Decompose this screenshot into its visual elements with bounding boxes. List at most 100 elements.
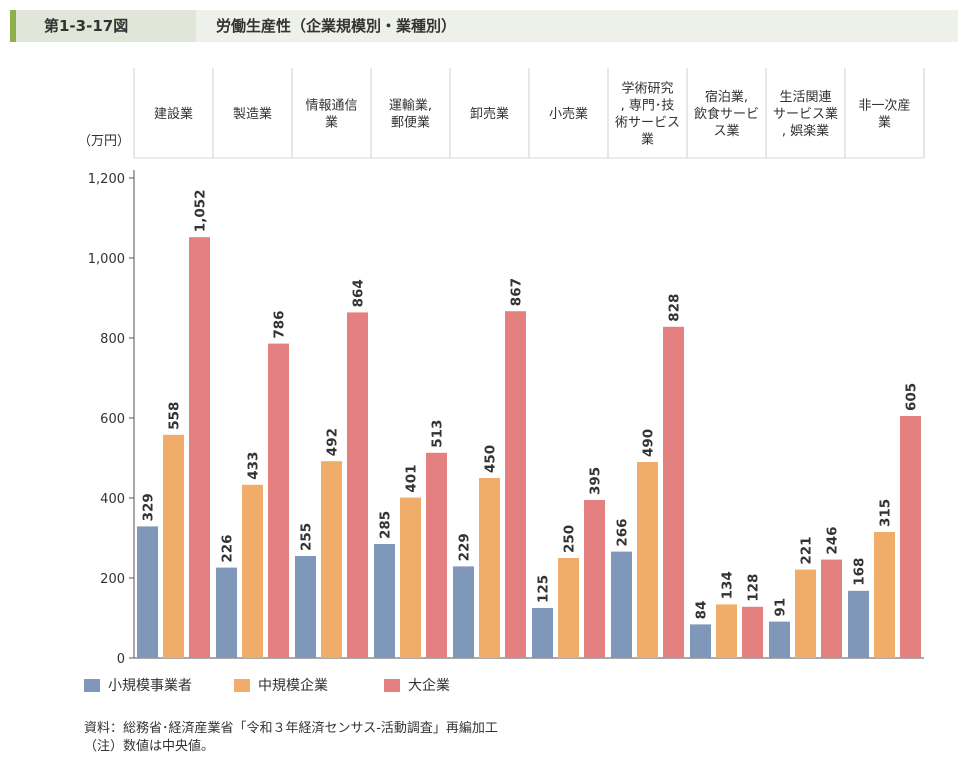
figure-header: 第1-3-17図 労働生産性（企業規模別・業種別） bbox=[10, 10, 958, 42]
data-label: 828 bbox=[667, 294, 683, 322]
y-tick-label: 1,000 bbox=[88, 252, 125, 267]
data-label: 134 bbox=[720, 571, 736, 599]
data-label: 255 bbox=[299, 523, 315, 551]
y-tick-label: 400 bbox=[100, 492, 125, 507]
bar bbox=[532, 608, 553, 658]
y-tick-label: 600 bbox=[100, 412, 125, 427]
data-label: 315 bbox=[878, 499, 894, 527]
y-tick-label: 1,200 bbox=[88, 172, 125, 187]
data-label: 84 bbox=[694, 601, 710, 620]
source-note: 資料：総務省･経済産業省「令和３年経済センサス-活動調査」再編加工 （注）数値は… bbox=[84, 720, 498, 756]
bar bbox=[821, 559, 842, 658]
header-accent-bar bbox=[10, 10, 16, 42]
category-label: 非一次産 bbox=[858, 98, 910, 114]
data-label: 1,052 bbox=[193, 189, 209, 232]
category-label: 学術研究 bbox=[621, 81, 673, 97]
bar bbox=[742, 606, 763, 658]
category-label: 宿泊業, bbox=[705, 89, 748, 105]
bar bbox=[795, 569, 816, 658]
category-label: , 専門･技 bbox=[621, 99, 675, 114]
bar bbox=[347, 312, 368, 658]
data-label: 786 bbox=[272, 310, 288, 338]
bar bbox=[637, 462, 658, 658]
legend-swatch-small bbox=[84, 678, 100, 692]
bar bbox=[769, 621, 790, 658]
category-label: 業 bbox=[325, 115, 338, 131]
data-label: 168 bbox=[852, 558, 868, 586]
y-tick-label: 200 bbox=[100, 572, 125, 587]
y-axis-label: （万円） bbox=[78, 134, 130, 149]
category-label: 建設業 bbox=[154, 106, 193, 122]
bar bbox=[716, 604, 737, 658]
data-label: 558 bbox=[167, 402, 183, 430]
bar bbox=[163, 434, 184, 658]
data-label: 266 bbox=[615, 518, 631, 546]
category-label: 小売業 bbox=[549, 106, 588, 122]
data-label: 329 bbox=[141, 493, 157, 521]
data-label: 513 bbox=[430, 420, 446, 448]
data-label: 864 bbox=[351, 279, 367, 307]
data-label: 246 bbox=[825, 526, 841, 554]
bar bbox=[900, 416, 921, 658]
legend-item-small: 小規模事業者 bbox=[84, 676, 192, 696]
data-label: 867 bbox=[509, 278, 525, 306]
bar bbox=[874, 532, 895, 658]
bar bbox=[321, 461, 342, 658]
data-label: 250 bbox=[562, 525, 578, 553]
note-line: （注）数値は中央値。 bbox=[84, 739, 215, 754]
bar bbox=[400, 497, 421, 658]
bar bbox=[848, 590, 869, 658]
bar bbox=[268, 343, 289, 658]
category-label: 業 bbox=[641, 132, 654, 148]
data-label: 605 bbox=[904, 383, 920, 411]
legend-item-large: 大企業 bbox=[384, 676, 450, 696]
bar bbox=[558, 558, 579, 658]
category-label: 製造業 bbox=[233, 106, 272, 122]
data-label: 91 bbox=[773, 598, 789, 617]
category-label: 郵便業 bbox=[391, 115, 430, 131]
legend-item-medium: 中規模企業 bbox=[234, 676, 328, 696]
data-label: 401 bbox=[404, 464, 420, 492]
bar bbox=[137, 526, 158, 658]
category-label: サービス業 bbox=[773, 106, 838, 122]
category-label: 業 bbox=[878, 115, 891, 131]
y-tick-label: 0 bbox=[117, 652, 125, 667]
data-label: 285 bbox=[378, 511, 394, 539]
bar bbox=[189, 237, 210, 658]
category-label: 飲食サービ bbox=[694, 106, 759, 122]
legend-swatch-medium bbox=[234, 678, 250, 692]
data-label: 490 bbox=[641, 429, 657, 457]
bar bbox=[242, 484, 263, 658]
category-label: 運輸業, bbox=[389, 98, 432, 114]
data-label: 492 bbox=[325, 428, 341, 456]
bar bbox=[216, 567, 237, 658]
legend-label-small: 小規模事業者 bbox=[108, 678, 192, 694]
category-label: 生活関連 bbox=[779, 90, 831, 105]
category-label: 情報通信 bbox=[305, 99, 357, 114]
bar bbox=[663, 326, 684, 658]
bar bbox=[479, 478, 500, 658]
bar bbox=[611, 551, 632, 658]
data-label: 395 bbox=[588, 467, 604, 495]
data-label: 128 bbox=[746, 574, 762, 602]
legend-label-medium: 中規模企業 bbox=[258, 678, 328, 694]
legend-swatch-large bbox=[384, 678, 400, 692]
bar bbox=[584, 500, 605, 658]
bar bbox=[690, 624, 711, 658]
figure-number: 第1-3-17図 bbox=[16, 10, 196, 42]
figure-title: 労働生産性（企業規模別・業種別） bbox=[216, 17, 457, 35]
data-label: 450 bbox=[483, 445, 499, 473]
bar bbox=[505, 311, 526, 658]
y-tick-label: 800 bbox=[100, 332, 125, 347]
data-label: 125 bbox=[536, 575, 552, 603]
category-label: , 娯楽業 bbox=[782, 123, 829, 139]
data-label: 226 bbox=[220, 534, 236, 562]
data-label: 433 bbox=[246, 452, 262, 480]
data-label: 229 bbox=[457, 533, 473, 561]
source-line: 資料：総務省･経済産業省「令和３年経済センサス-活動調査」再編加工 bbox=[84, 721, 498, 736]
bar bbox=[453, 566, 474, 658]
legend-label-large: 大企業 bbox=[408, 678, 450, 694]
category-label: 術サービス bbox=[615, 116, 680, 131]
bar bbox=[374, 544, 395, 658]
bar bbox=[426, 452, 447, 658]
